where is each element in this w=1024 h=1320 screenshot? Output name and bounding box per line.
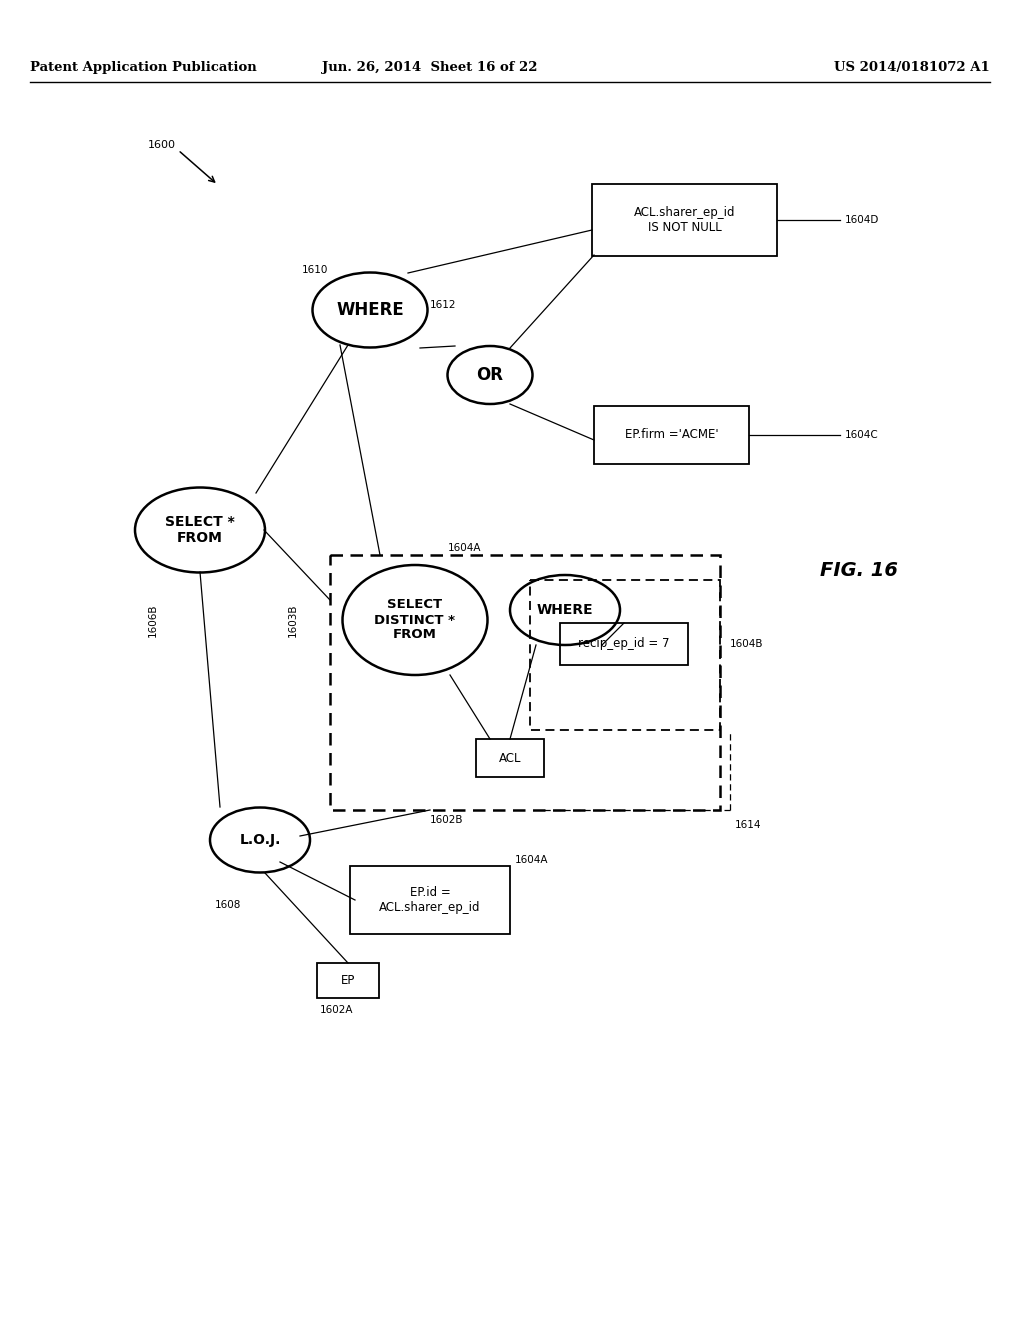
- Text: EP.id =
ACL.sharer_ep_id: EP.id = ACL.sharer_ep_id: [379, 886, 480, 913]
- Text: 1606B: 1606B: [148, 603, 158, 636]
- Text: Patent Application Publication: Patent Application Publication: [30, 62, 257, 74]
- Text: 1610: 1610: [302, 265, 329, 275]
- Text: 1602B: 1602B: [430, 814, 464, 825]
- Bar: [530, 579, 720, 730]
- Bar: [476, 739, 544, 777]
- Bar: [350, 866, 510, 935]
- Text: US 2014/0181072 A1: US 2014/0181072 A1: [835, 62, 990, 74]
- Text: recip_ep_id = 7: recip_ep_id = 7: [579, 638, 670, 651]
- Text: 1604C: 1604C: [845, 430, 879, 440]
- Text: 1604A: 1604A: [515, 855, 549, 865]
- Text: 1612: 1612: [430, 300, 457, 310]
- Text: ACL.sharer_ep_id
IS NOT NULL: ACL.sharer_ep_id IS NOT NULL: [634, 206, 735, 234]
- Text: 1608: 1608: [215, 900, 242, 909]
- Text: SELECT *
FROM: SELECT * FROM: [165, 515, 234, 545]
- Text: 1602A: 1602A: [319, 1005, 353, 1015]
- Text: EP: EP: [341, 974, 355, 987]
- Text: SELECT
DISTINCT *
FROM: SELECT DISTINCT * FROM: [375, 598, 456, 642]
- Bar: [594, 407, 749, 465]
- Text: FIG. 16: FIG. 16: [820, 561, 898, 579]
- Bar: [560, 623, 688, 665]
- Text: 1614: 1614: [735, 820, 762, 830]
- Text: ACL: ACL: [499, 751, 521, 764]
- Bar: [592, 183, 777, 256]
- Text: L.O.J.: L.O.J.: [240, 833, 281, 847]
- Text: WHERE: WHERE: [336, 301, 403, 319]
- Text: 1604B: 1604B: [730, 639, 764, 649]
- Text: 1603B: 1603B: [288, 603, 298, 636]
- Text: EP.firm ='ACME': EP.firm ='ACME': [625, 429, 718, 441]
- Text: Jun. 26, 2014  Sheet 16 of 22: Jun. 26, 2014 Sheet 16 of 22: [323, 62, 538, 74]
- Text: 1600: 1600: [148, 140, 176, 150]
- Text: WHERE: WHERE: [537, 603, 593, 616]
- Text: OR: OR: [476, 366, 504, 384]
- Text: 1604D: 1604D: [845, 215, 880, 224]
- Bar: [330, 554, 720, 810]
- Bar: [317, 964, 379, 998]
- Text: 1604A: 1604A: [449, 543, 481, 553]
